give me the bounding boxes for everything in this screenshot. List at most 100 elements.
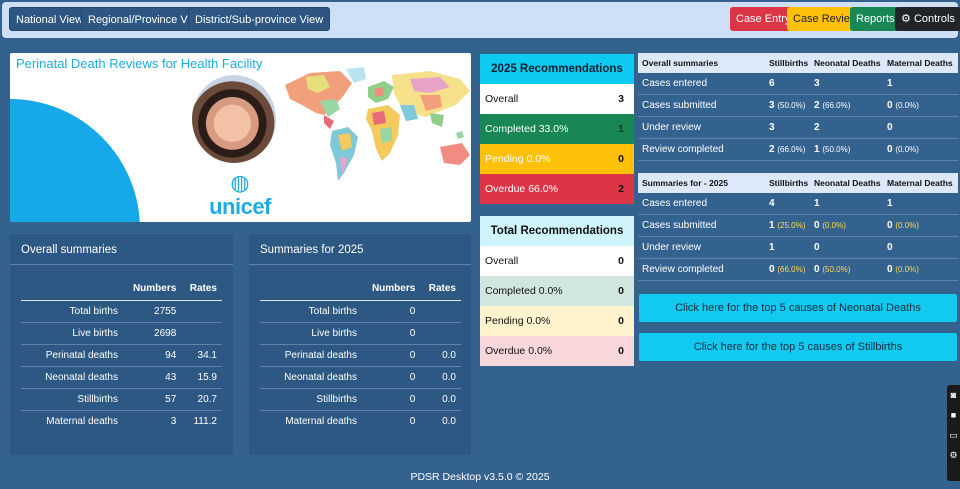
table-row: Under review 3 2 0 <box>638 117 958 139</box>
divider <box>249 264 471 265</box>
table-row: Perinatal deaths 94 34.1 <box>21 343 222 366</box>
national-view-button[interactable]: National View <box>9 7 91 31</box>
row-label: Cases submitted <box>642 100 717 111</box>
neonatal-pct: (66.0%) <box>822 101 851 110</box>
row-label: Perinatal deaths <box>260 343 362 366</box>
column-header: Overall summaries <box>642 58 719 68</box>
row-label: Perinatal deaths <box>21 343 123 366</box>
column-header: Rates <box>181 278 222 301</box>
rate-cell <box>181 299 222 322</box>
table-row: Maternal deaths 0 0.0 <box>260 409 461 432</box>
number-cell: 0 <box>362 365 421 388</box>
row-label: Review completed <box>642 144 724 155</box>
number-cell: 94 <box>123 343 182 366</box>
stillbirths-pct: (25.0%) <box>777 221 806 230</box>
stillbirths-count: 3 <box>769 100 775 111</box>
overall-case-summary-table: Overall summaries Stillbirths Neonatal D… <box>638 53 958 161</box>
controls-button[interactable]: ⚙ Controls <box>895 7 960 31</box>
number-cell: 0 <box>362 321 421 344</box>
number-cell: 0 <box>362 343 421 366</box>
top-causes-stillbirths-button[interactable]: Click here for the top 5 causes of Still… <box>639 333 957 361</box>
table-row: Under review 1 0 0 <box>638 237 958 259</box>
panel-title: Summaries for 2025 <box>260 244 364 256</box>
rate-cell: 20.7 <box>181 387 222 410</box>
neonatal-count: 2 <box>814 100 820 111</box>
table-row: Cases submitted 1 (25.0%) 0 (0.0%) 0 (0.… <box>638 215 958 237</box>
rate-cell: 15.9 <box>181 365 222 388</box>
gear-icon: ⚙ <box>901 13 911 25</box>
column-header: Neonatal Deaths <box>814 178 881 188</box>
rec-row-completed[interactable]: Completed 0.0% 0 <box>480 276 634 306</box>
divider <box>10 264 233 265</box>
district-view-button[interactable]: District/Sub-province View <box>188 7 331 31</box>
row-label: Stillbirths <box>260 387 362 410</box>
column-header <box>260 278 362 301</box>
column-header: Rates <box>420 278 461 301</box>
neonatal-pct: (50.0%) <box>822 145 851 154</box>
rate-cell: 0.0 <box>420 343 461 366</box>
number-cell: 57 <box>123 387 182 410</box>
maternal-pct: (0.0%) <box>895 145 919 154</box>
rec-row-completed[interactable]: Completed 33.0% 1 <box>480 114 634 144</box>
row-label: Maternal deaths <box>21 409 123 432</box>
rec-label: Overall <box>485 255 519 267</box>
rec-value: 0 <box>618 345 624 357</box>
row-label: Cases entered <box>642 78 708 89</box>
rec-row-pending[interactable]: Pending 0.0% 0 <box>480 306 634 336</box>
rec-value: 1 <box>618 123 624 135</box>
column-header <box>21 278 123 301</box>
neonatal-pct: (0.0%) <box>822 221 846 230</box>
stillbirths-count: 6 <box>769 78 775 89</box>
stillbirths-count: 1 <box>769 242 775 253</box>
rec-row-overall[interactable]: Overall 0 <box>480 246 634 276</box>
camera-icon[interactable]: ◙ <box>950 390 957 400</box>
row-label: Cases submitted <box>642 220 717 231</box>
rate-cell: 0.0 <box>420 387 461 410</box>
rec-value: 0 <box>618 315 624 327</box>
rec-value: 0 <box>618 285 624 297</box>
table-row: Cases entered 6 3 1 <box>638 73 958 95</box>
column-header: Maternal Deaths <box>887 58 953 68</box>
rec-row-pending[interactable]: Pending 0.0% 0 <box>480 144 634 174</box>
rate-cell <box>420 299 461 322</box>
neonatal-pct: (50.0%) <box>822 265 851 274</box>
rec-value: 0 <box>618 153 624 165</box>
rec-value: 3 <box>618 93 624 105</box>
video-icon[interactable]: ■ <box>950 410 957 420</box>
rec-label: Overdue 0.0% <box>485 345 553 357</box>
table-row: Stillbirths 57 20.7 <box>21 387 222 410</box>
window-icon[interactable]: ▭ <box>949 430 958 440</box>
neonatal-count: 0 <box>814 264 820 275</box>
neonatal-count: 0 <box>814 220 820 231</box>
recommendations-2025-card: 2025 Recommendations Overall 3 Completed… <box>480 54 634 204</box>
rate-cell <box>181 321 222 344</box>
rec-row-overdue[interactable]: Overdue 66.0% 2 <box>480 174 634 204</box>
maternal-pct: (0.0%) <box>895 221 919 230</box>
newborn-photo <box>192 75 276 163</box>
maternal-count: 0 <box>887 242 893 253</box>
reports-button[interactable]: Reports <box>850 7 901 31</box>
maternal-pct: (0.0%) <box>895 101 919 110</box>
rec-row-overdue[interactable]: Overdue 0.0% 0 <box>480 336 634 366</box>
rate-cell: 0.0 <box>420 365 461 388</box>
stillbirths-count: 4 <box>769 198 775 209</box>
neonatal-count: 3 <box>814 78 820 89</box>
panel-title: Overall summaries <box>21 244 117 256</box>
table-row: Cases entered 4 1 1 <box>638 193 958 215</box>
summaries-2025-panel: Summaries for 2025 Numbers Rates Total b… <box>249 234 471 455</box>
top-causes-neonatal-button[interactable]: Click here for the top 5 causes of Neona… <box>639 294 957 322</box>
column-header: Maternal Deaths <box>887 178 953 188</box>
neonatal-count: 0 <box>814 242 820 253</box>
maternal-count: 0 <box>887 100 893 111</box>
row-label: Review completed <box>642 264 724 275</box>
gear-icon[interactable]: ⚙ <box>949 450 958 460</box>
maternal-count: 0 <box>887 144 893 155</box>
top-nav-bar: National View Regional/Province View Dis… <box>2 2 960 38</box>
total-recommendations-card: Total Recommendations Overall 0 Complete… <box>480 216 634 366</box>
rec-row-overall[interactable]: Overall 3 <box>480 84 634 114</box>
stillbirths-count: 2 <box>769 144 775 155</box>
maternal-count: 1 <box>887 78 893 89</box>
case-entry-button[interactable]: Case Entry <box>730 7 797 31</box>
number-cell: 0 <box>362 387 421 410</box>
number-cell: 3 <box>123 409 182 432</box>
